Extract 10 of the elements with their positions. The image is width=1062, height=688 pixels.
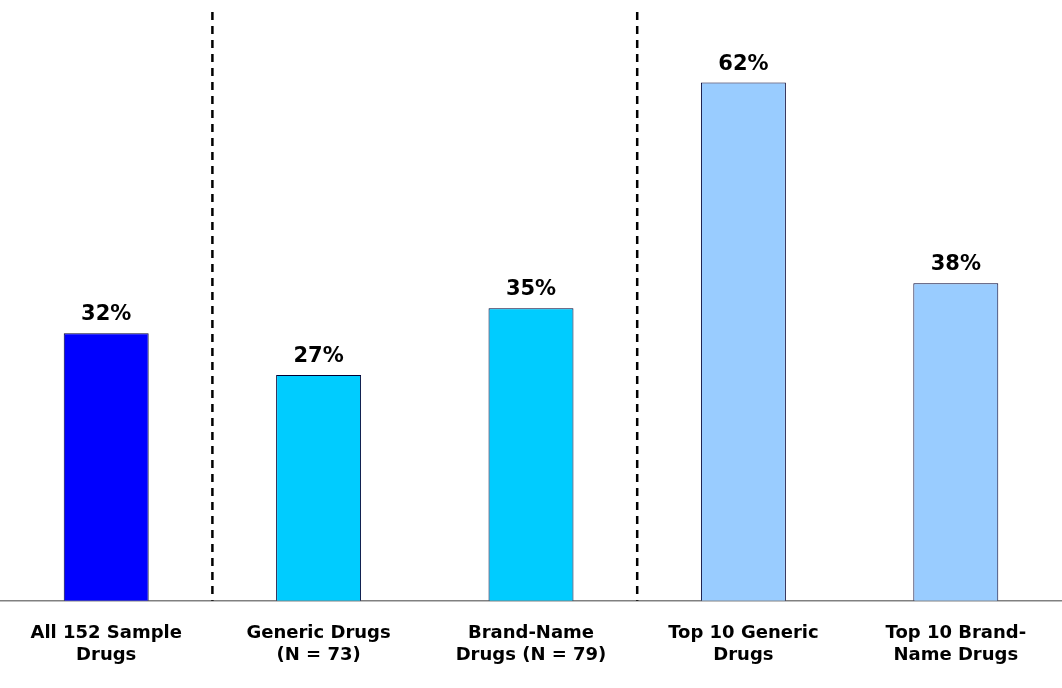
data-label: 32% (81, 301, 132, 326)
x-tick-label: Generic Drugs (N = 73) (246, 621, 391, 664)
x-tick-label: Brand-Name Drugs (N = 79) (455, 621, 607, 664)
x-tick-label: Top 10 Generic Drugs (668, 621, 819, 664)
data-label: 27% (293, 343, 344, 368)
data-label: 35% (505, 276, 557, 301)
x-tick-label: All 152 Sample Drugs (30, 621, 182, 664)
data-label: 62% (718, 50, 769, 75)
x-tick-label: Top 10 Brand-Name Drugs (885, 621, 1027, 664)
data-label: 38% (930, 251, 981, 276)
